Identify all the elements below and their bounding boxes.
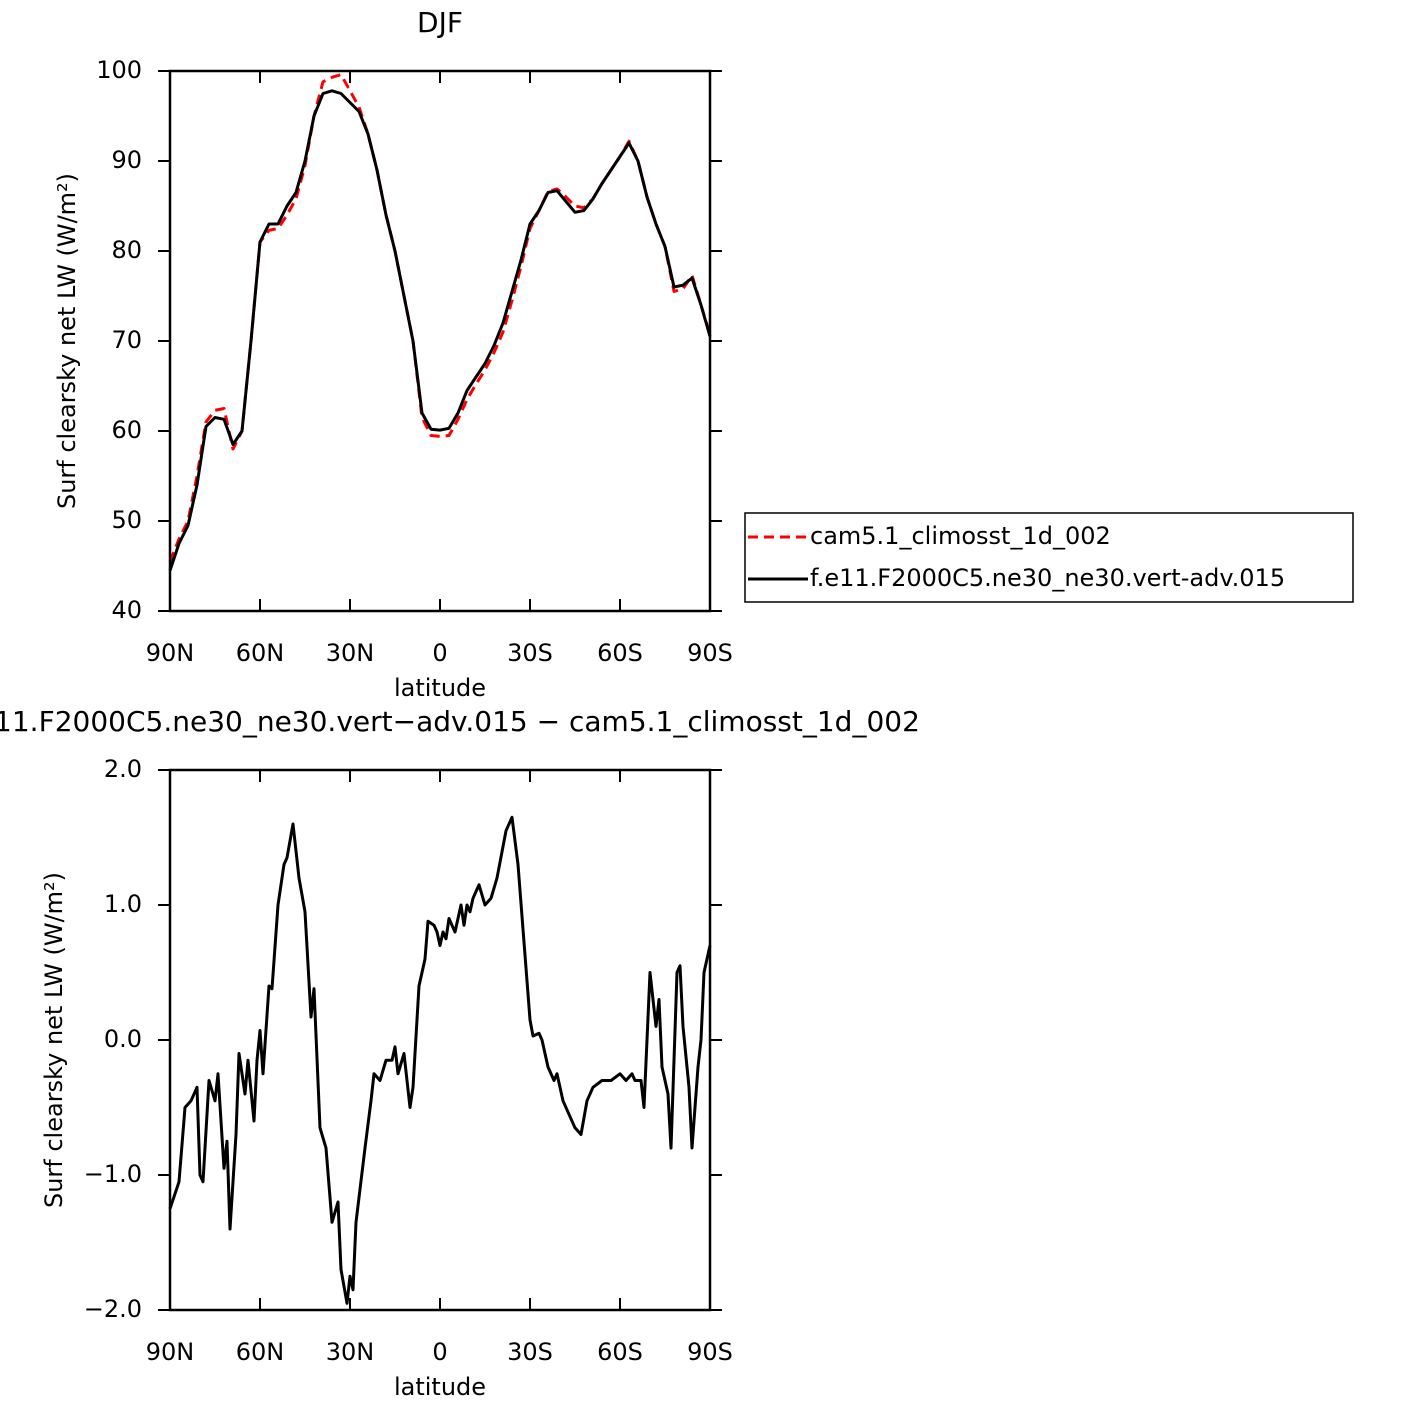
y-tick-label: 0.0 <box>104 1025 142 1053</box>
plot-frame <box>168 768 712 1312</box>
data-line <box>168 815 712 1305</box>
y-axis-label: Surf clearsky net LW (W/m²) <box>40 872 68 1208</box>
data-line <box>168 73 712 563</box>
data-line <box>168 89 712 571</box>
x-tick-label: 30N <box>326 639 375 667</box>
x-axis-label: latitude <box>394 1373 486 1401</box>
x-axis-label: latitude <box>394 674 486 702</box>
x-tick-label: 90S <box>687 1338 733 1366</box>
x-tick-label: 0 <box>432 639 447 667</box>
legend-box <box>744 512 1354 603</box>
y-tick-label: 50 <box>111 506 142 534</box>
y-tick-label: −2.0 <box>84 1295 142 1323</box>
y-tick-label: 90 <box>111 146 142 174</box>
y-tick-label: 70 <box>111 326 142 354</box>
y-tick-label: 2.0 <box>104 755 142 783</box>
x-tick-label: 60S <box>597 639 643 667</box>
y-tick-label: −1.0 <box>84 1160 142 1188</box>
y-tick-label: 80 <box>111 236 142 264</box>
y-tick-label: 1.0 <box>104 890 142 918</box>
y-tick-label: 60 <box>111 416 142 444</box>
chart-title: DJF <box>417 6 463 39</box>
x-tick-label: 90N <box>146 1338 195 1366</box>
y-tick-label: 100 <box>96 56 142 84</box>
y-axis-label: Surf clearsky net LW (W/m²) <box>53 173 81 509</box>
x-tick-label: 90N <box>146 639 195 667</box>
x-tick-label: 60N <box>236 1338 285 1366</box>
legend-label: f.e11.F2000C5.ne30_ne30.vert-adv.015 <box>810 564 1285 592</box>
y-tick-label: 40 <box>111 596 142 624</box>
x-tick-label: 60S <box>597 1338 643 1366</box>
x-tick-label: 30S <box>507 1338 553 1366</box>
x-tick-label: 90S <box>687 639 733 667</box>
legend-label: cam5.1_climosst_1d_002 <box>810 522 1111 550</box>
x-tick-label: 30N <box>326 1338 375 1366</box>
plot-frame <box>168 69 712 613</box>
x-tick-label: 30S <box>507 639 553 667</box>
chart-title: f.e11.F2000C5.ne30_ne30.vert−adv.015 − c… <box>0 705 920 738</box>
x-tick-label: 60N <box>236 639 285 667</box>
x-tick-label: 0 <box>432 1338 447 1366</box>
